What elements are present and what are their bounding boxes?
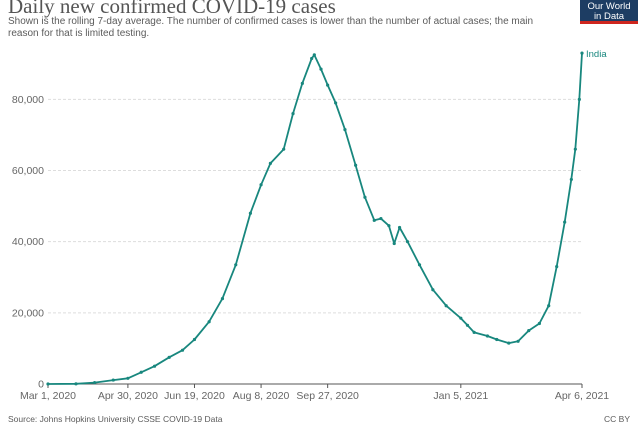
data-point	[444, 304, 448, 308]
owid-logo[interactable]: Our World in Data	[580, 0, 638, 24]
license-label[interactable]: CC BY	[604, 414, 630, 424]
chart-title: Daily new confirmed COVID-19 cases	[8, 0, 336, 18]
x-axis: Mar 1, 2020 Apr 30, 2020 Jun 19, 2020 Aug 8…	[20, 384, 609, 402]
data-point	[220, 297, 225, 301]
y-tick-label: 60,000	[12, 165, 44, 177]
data-point	[207, 320, 211, 324]
y-tick-label: 0	[38, 379, 44, 391]
data-point	[111, 378, 115, 382]
data-point	[180, 348, 185, 352]
chart-subtitle: Shown is the rolling 7-day average. The …	[8, 16, 534, 39]
logo-line-2: in Data	[593, 11, 625, 22]
data-point	[363, 195, 367, 199]
data-point	[580, 51, 584, 55]
data-point	[291, 112, 295, 116]
data-point	[312, 53, 316, 57]
x-tick-label: Apr 6, 2021	[555, 390, 609, 402]
data-point	[485, 334, 490, 338]
data-point	[555, 264, 559, 269]
data-point	[74, 382, 78, 386]
data-point	[392, 241, 396, 246]
data-point	[343, 128, 347, 132]
data-point	[431, 288, 435, 292]
data-point	[516, 339, 520, 343]
data-point	[507, 341, 511, 345]
grid-lines	[48, 98, 582, 385]
data-point	[577, 97, 581, 101]
data-point	[527, 329, 531, 333]
data-point	[248, 211, 253, 215]
data-point	[537, 321, 541, 326]
data-point	[268, 161, 272, 166]
series-india[interactable]: India	[46, 49, 607, 386]
data-point	[282, 147, 286, 151]
data-point	[259, 183, 263, 187]
x-tick-label: Apr 30, 2020	[98, 390, 158, 402]
source-note[interactable]: Source: Johns Hopkins University CSSE CO…	[8, 414, 223, 424]
data-point	[192, 337, 197, 342]
x-tick-label: Jun 19, 2020	[164, 390, 225, 402]
x-tick-label: Jan 5, 2021	[433, 390, 488, 402]
data-point	[573, 147, 577, 151]
data-point	[372, 218, 376, 222]
data-point	[319, 67, 323, 71]
logo-line-1: Our World	[587, 1, 631, 12]
data-point	[417, 263, 422, 267]
x-tick-label: Sep 27, 2020	[296, 390, 359, 402]
data-point	[126, 376, 130, 380]
data-point	[472, 330, 476, 335]
data-point	[167, 355, 171, 359]
data-point	[465, 323, 470, 327]
data-point	[46, 382, 50, 386]
data-point	[152, 364, 157, 368]
y-tick-label: 20,000	[12, 307, 44, 319]
data-point	[300, 81, 304, 85]
data-point	[379, 216, 383, 221]
data-point	[405, 240, 410, 244]
y-tick-label: 40,000	[12, 236, 44, 248]
data-point	[93, 380, 97, 385]
data-point	[234, 263, 238, 267]
data-point	[547, 304, 551, 308]
data-point	[397, 225, 402, 230]
data-point	[334, 101, 338, 105]
series-line-india	[47, 53, 583, 385]
data-point	[569, 177, 573, 182]
data-point	[310, 56, 314, 61]
y-axis: 0 20,000 40,000 60,000 80,000	[12, 94, 44, 391]
data-point	[326, 83, 330, 87]
data-point	[563, 220, 567, 224]
x-tick-label: Aug 8, 2020	[233, 390, 290, 402]
y-tick-label: 80,000	[12, 94, 44, 106]
data-point	[139, 370, 143, 374]
x-tick-label: Mar 1, 2020	[20, 390, 76, 402]
data-point	[459, 316, 463, 320]
series-label: India	[586, 49, 607, 60]
data-point	[495, 337, 499, 342]
data-point	[354, 163, 358, 167]
data-point	[387, 224, 391, 228]
